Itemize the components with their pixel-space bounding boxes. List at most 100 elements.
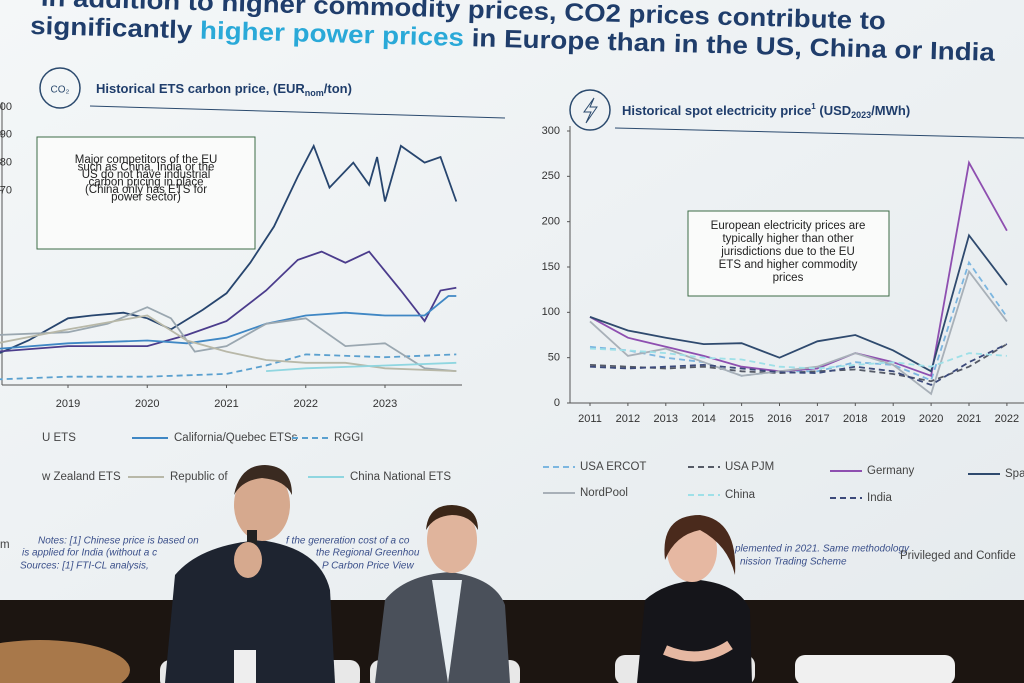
y-tick-label: 70: [0, 184, 12, 196]
legend-label: China National ETS: [350, 471, 451, 483]
annotation-box: [36, 136, 256, 250]
x-tick-label: 2023: [373, 398, 397, 410]
person: [165, 540, 335, 683]
x-tick-label: 2019: [881, 413, 905, 425]
annotation: carbon pricing in place: [88, 177, 203, 189]
people: [0, 465, 955, 683]
left-edge: m: [0, 539, 10, 551]
legend-label: California/Quebec ETSs: [174, 432, 298, 444]
series-line: [0, 306, 457, 372]
legend-label: U ETS: [42, 432, 76, 444]
hair: [664, 515, 736, 575]
slide: [0, 0, 1024, 600]
series-line: [0, 143, 458, 354]
annotation: Major competitors of the EU: [75, 154, 218, 166]
annotation: prices: [773, 272, 804, 284]
chart-title: Historical ETS carbon price, (EURnom/ton…: [96, 81, 352, 98]
x-tick-label: 2019: [56, 398, 80, 410]
x-tick-label: 2011: [578, 413, 602, 425]
t: /ton): [324, 81, 352, 96]
note: f the generation cost of a co: [286, 536, 410, 547]
note: is applied for India (without a c: [22, 548, 157, 559]
hand: [234, 542, 262, 578]
t: (USD: [816, 103, 851, 118]
person: [637, 580, 752, 683]
t: Historical ETS carbon price, (EUR: [96, 81, 305, 96]
x-tick-label: 2020: [919, 413, 943, 425]
chart-title: Historical spot electricity price1 (USD2…: [622, 102, 910, 120]
note: Sources: [1] FTI-CL analysis,: [20, 561, 149, 572]
x-tick-label: 2015: [729, 413, 753, 425]
note: the Regional Greenhou: [316, 548, 420, 559]
t: /MWh): [871, 103, 910, 118]
icon: [569, 89, 611, 131]
x-tick-label: 2014: [691, 413, 715, 425]
headline-part: significantly: [30, 11, 201, 44]
icon: [583, 97, 598, 124]
badge: [234, 650, 256, 683]
x-tick-label: 2017: [805, 413, 829, 425]
footer: Privileged and Confide: [900, 550, 1016, 562]
t: 2023: [851, 110, 871, 120]
series-line: [0, 295, 457, 350]
plot: [0, 143, 458, 381]
rule: [89, 105, 506, 119]
icon: [39, 67, 81, 109]
note: plemented in 2021. Same methodology: [734, 544, 910, 555]
chair: [795, 655, 955, 683]
legend-label: China: [725, 489, 756, 501]
y-tick-label: 250: [542, 170, 560, 182]
series-line: [589, 343, 1008, 386]
x-tick-label: 2021: [214, 398, 238, 410]
x-tick-label: 2018: [843, 413, 867, 425]
chair: [0, 640, 130, 683]
rule: [614, 127, 1024, 139]
annotation: (China only has ETS for: [85, 184, 207, 196]
y-tick-label: 0: [554, 397, 560, 409]
legend-label: Republic of: [170, 471, 228, 483]
hair: [426, 505, 478, 530]
x-tick-label: 2013: [654, 413, 678, 425]
icon-label: CO₂: [51, 85, 70, 96]
y-tick-label: 80: [0, 157, 12, 169]
annotation: US do not have industrial: [82, 169, 211, 181]
x-tick-label: 2012: [616, 413, 640, 425]
y-tick-label: 200: [542, 216, 560, 228]
annotation: such as China, India or the: [78, 162, 215, 174]
x-tick-label: 2022: [294, 398, 318, 410]
annotation: European electricity prices are: [711, 220, 866, 232]
series-line: [266, 361, 457, 372]
legend-label: Germany: [867, 465, 915, 477]
y-tick-label: 300: [542, 125, 560, 137]
legend-label: NordPool: [580, 487, 628, 499]
annotation-box: [687, 210, 890, 297]
y-tick-label: 100: [0, 101, 12, 113]
face: [427, 507, 477, 573]
series-line: [589, 269, 1008, 396]
x-tick-label: 2016: [767, 413, 791, 425]
y-tick-label: 150: [542, 261, 560, 273]
shirt: [432, 580, 462, 683]
t: 1: [811, 102, 816, 111]
face: [234, 469, 290, 541]
note: P Carbon Price View: [322, 561, 414, 572]
series-line: [0, 353, 457, 381]
plot: [589, 160, 1008, 396]
hair: [234, 465, 292, 495]
y-tick-label: 50: [548, 352, 560, 364]
x-tick-label: 2022: [995, 413, 1019, 425]
y-tick-label: 100: [542, 306, 560, 318]
x-tick-label: 2021: [957, 413, 981, 425]
t: nom: [305, 88, 324, 98]
arms: [663, 640, 733, 662]
y-tick-label: 90: [0, 129, 12, 141]
series-line: [589, 260, 1008, 382]
legend-label: w Zealand ETS: [41, 471, 121, 483]
legend-label: USA ERCOT: [580, 461, 646, 473]
series-line: [589, 233, 1008, 373]
x-tick-label: 2020: [135, 398, 159, 410]
annotation: ETS and higher commodity: [719, 259, 858, 271]
annotation: typically higher than other: [722, 233, 853, 245]
note: Notes: [1] Chinese price is based on: [38, 536, 199, 547]
